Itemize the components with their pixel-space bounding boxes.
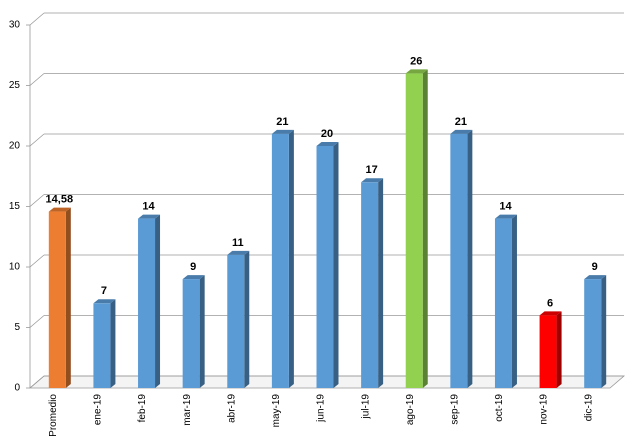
bar-side [110,299,116,388]
bar-top [48,207,71,212]
y-tick-label: 5 [14,322,20,333]
x-tick-label: Promedio [48,394,59,437]
grid-line-side [29,133,45,147]
bar-side [378,178,384,388]
y-tick-label: 15 [9,201,21,212]
value-label: 9 [190,261,196,273]
value-label: 7 [101,285,107,297]
x-tick-label: may-19 [271,394,282,428]
value-label: 26 [410,55,422,67]
bar-top [584,275,607,280]
bar-side [467,129,473,388]
bar [539,315,557,388]
bar [316,146,334,388]
value-label: 14 [142,201,155,213]
grid-line-side [29,12,45,26]
bar-top [182,275,205,280]
bar-side [556,311,562,388]
bar [93,303,111,388]
bar [405,73,423,389]
bar [450,133,468,388]
value-label: 17 [365,164,377,176]
bar-side [422,69,428,389]
x-tick-label: jul-19 [360,394,371,420]
bar [48,211,66,388]
value-label: 14 [499,201,512,213]
grid-line-side [29,73,45,86]
grid-line-side [29,375,45,389]
value-label: 9 [592,261,598,273]
x-tick-label: feb-19 [137,394,148,423]
value-label: 6 [547,297,553,309]
bar-side [244,250,250,388]
grid-line-side [29,315,45,328]
bar-top [494,214,517,219]
bar-top [227,250,250,255]
bar-top [450,129,473,134]
y-tick-label: 25 [9,80,21,91]
bar [494,218,512,388]
bar-top [539,311,562,316]
bar [138,218,156,388]
bar-side [288,129,294,388]
value-label: 14,58 [46,193,74,205]
value-label: 21 [276,116,288,128]
bar-side [511,214,517,388]
x-tick-label: ago-19 [405,394,416,426]
bar [182,279,200,388]
x-tick-label: jun-19 [316,394,327,423]
grid-line-side [29,254,45,268]
bar-top [316,142,339,146]
y-tick-label: 10 [9,262,21,273]
bar-top [361,178,384,183]
bar [271,133,289,388]
value-label: 21 [455,116,467,128]
y-tick-label: 30 [9,20,21,31]
bar-side [333,142,339,388]
value-label: 11 [232,237,244,249]
bar-side [199,275,205,388]
x-tick-label: sep-19 [449,394,460,425]
x-tick-label: mar-19 [182,394,193,426]
bar [227,254,245,388]
bar [584,279,602,388]
x-tick-label: oct-19 [494,394,505,422]
bar-top [93,299,116,304]
grid-line-side [29,194,45,207]
bar-side [155,214,161,388]
y-tick-label: 20 [9,141,21,152]
bar-side [601,275,607,388]
y-tick-label: 0 [14,383,20,394]
bar-top [271,129,294,134]
bar-top [405,69,428,74]
x-tick-label: dic-19 [583,394,594,422]
bar-side [65,207,71,388]
x-tick-label: ene-19 [93,394,104,426]
value-label: 20 [321,128,333,140]
x-tick-label: nov-19 [539,394,550,425]
bar-top [138,214,161,219]
bar [361,182,379,388]
x-tick-label: abr-19 [226,394,237,423]
